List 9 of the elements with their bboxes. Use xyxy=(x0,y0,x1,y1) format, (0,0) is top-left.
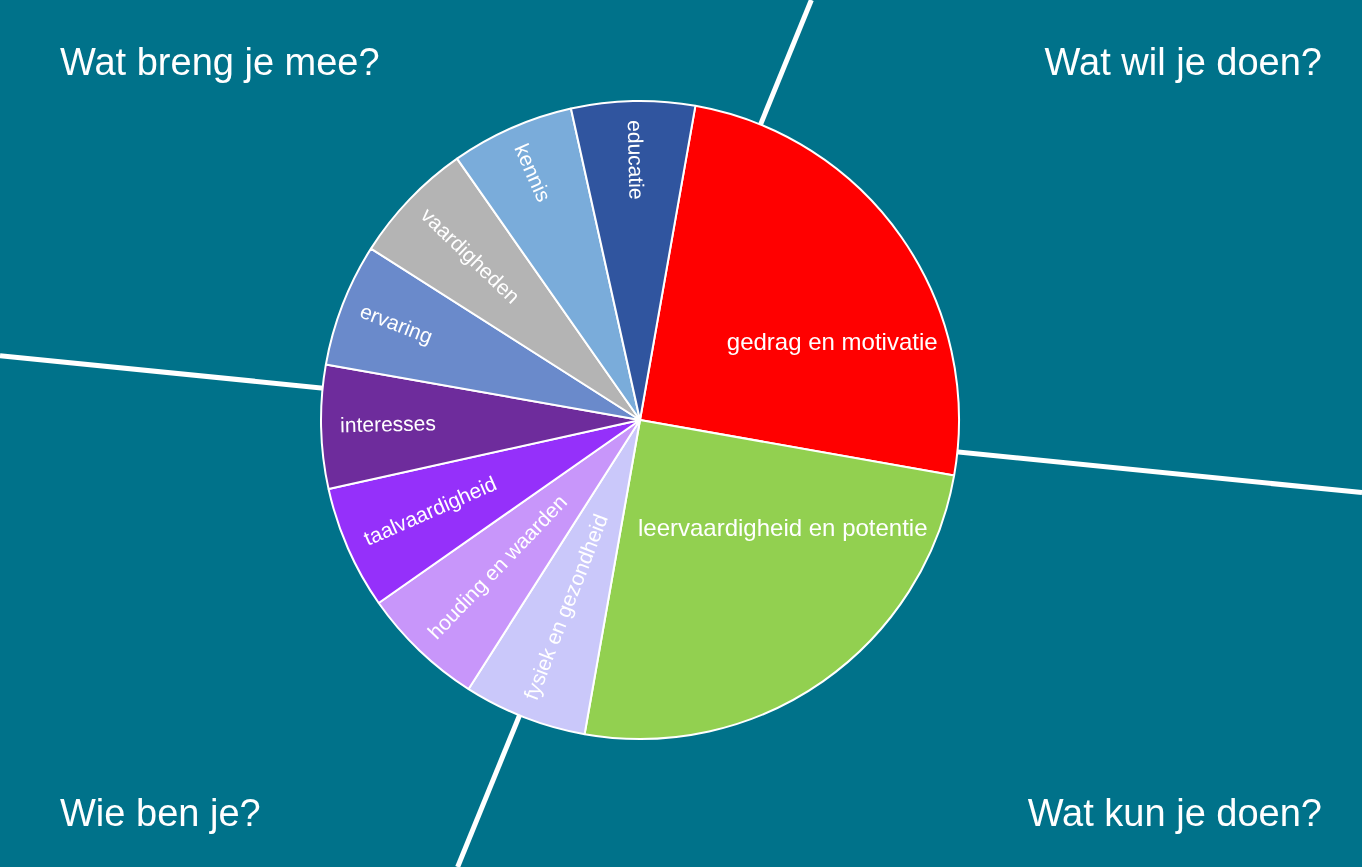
text: Wie ben je? xyxy=(60,791,261,837)
slice-label: leervaardigheid en potentie xyxy=(637,514,928,542)
slice-label: interesses xyxy=(339,411,437,437)
text: Wat breng je mee? xyxy=(60,40,380,85)
text: Wat wil je doen? xyxy=(1044,40,1322,85)
slice-label: educatie xyxy=(623,119,649,200)
text: Wat kun je doen? xyxy=(1027,791,1322,837)
slice-label: gedrag en motivatie xyxy=(726,327,938,355)
slice-label: kennis xyxy=(510,140,556,206)
